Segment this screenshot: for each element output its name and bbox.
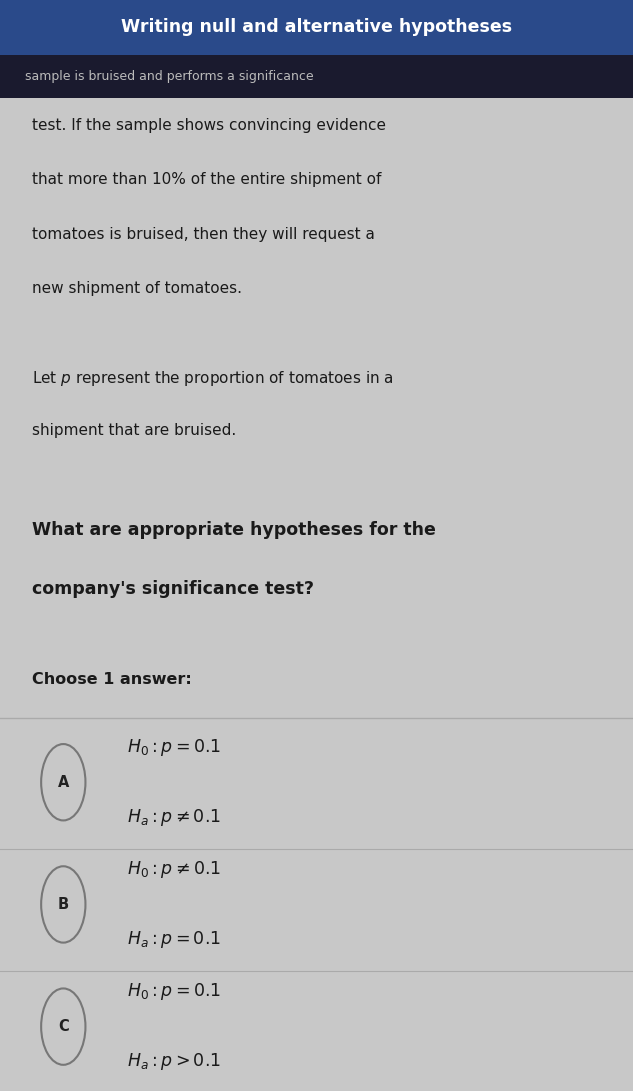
FancyBboxPatch shape: [0, 0, 633, 55]
Text: $H_0: p \neq 0.1$: $H_0: p \neq 0.1$: [127, 859, 221, 880]
Text: $H_0: p = 0.1$: $H_0: p = 0.1$: [127, 981, 221, 1003]
Text: C: C: [58, 1019, 68, 1034]
Text: $H_0: p = 0.1$: $H_0: p = 0.1$: [127, 736, 221, 758]
Text: B: B: [58, 897, 69, 912]
Text: company's significance test?: company's significance test?: [32, 580, 313, 598]
Text: Choose 1 answer:: Choose 1 answer:: [32, 672, 191, 687]
Text: $H_a: p \neq 0.1$: $H_a: p \neq 0.1$: [127, 806, 220, 828]
Text: tomatoes is bruised, then they will request a: tomatoes is bruised, then they will requ…: [32, 227, 375, 242]
Text: new shipment of tomatoes.: new shipment of tomatoes.: [32, 281, 242, 297]
Text: that more than 10% of the entire shipment of: that more than 10% of the entire shipmen…: [32, 172, 381, 188]
FancyBboxPatch shape: [0, 55, 633, 98]
Text: $H_a: p = 0.1$: $H_a: p = 0.1$: [127, 928, 220, 950]
Text: Writing null and alternative hypotheses: Writing null and alternative hypotheses: [121, 19, 512, 36]
Text: test. If the sample shows convincing evidence: test. If the sample shows convincing evi…: [32, 118, 385, 133]
Text: Let $p$ represent the proportion of tomatoes in a: Let $p$ represent the proportion of toma…: [32, 369, 394, 387]
Text: shipment that are bruised.: shipment that are bruised.: [32, 423, 236, 439]
Text: What are appropriate hypotheses for the: What are appropriate hypotheses for the: [32, 521, 436, 539]
Text: A: A: [58, 775, 69, 790]
Text: $H_a: p > 0.1$: $H_a: p > 0.1$: [127, 1051, 220, 1072]
Text: sample is bruised and performs a significance: sample is bruised and performs a signifi…: [25, 70, 314, 83]
